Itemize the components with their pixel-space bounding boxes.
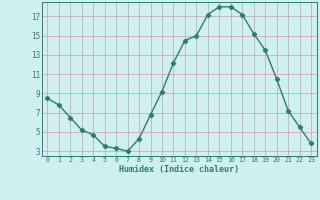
X-axis label: Humidex (Indice chaleur): Humidex (Indice chaleur) xyxy=(119,165,239,174)
